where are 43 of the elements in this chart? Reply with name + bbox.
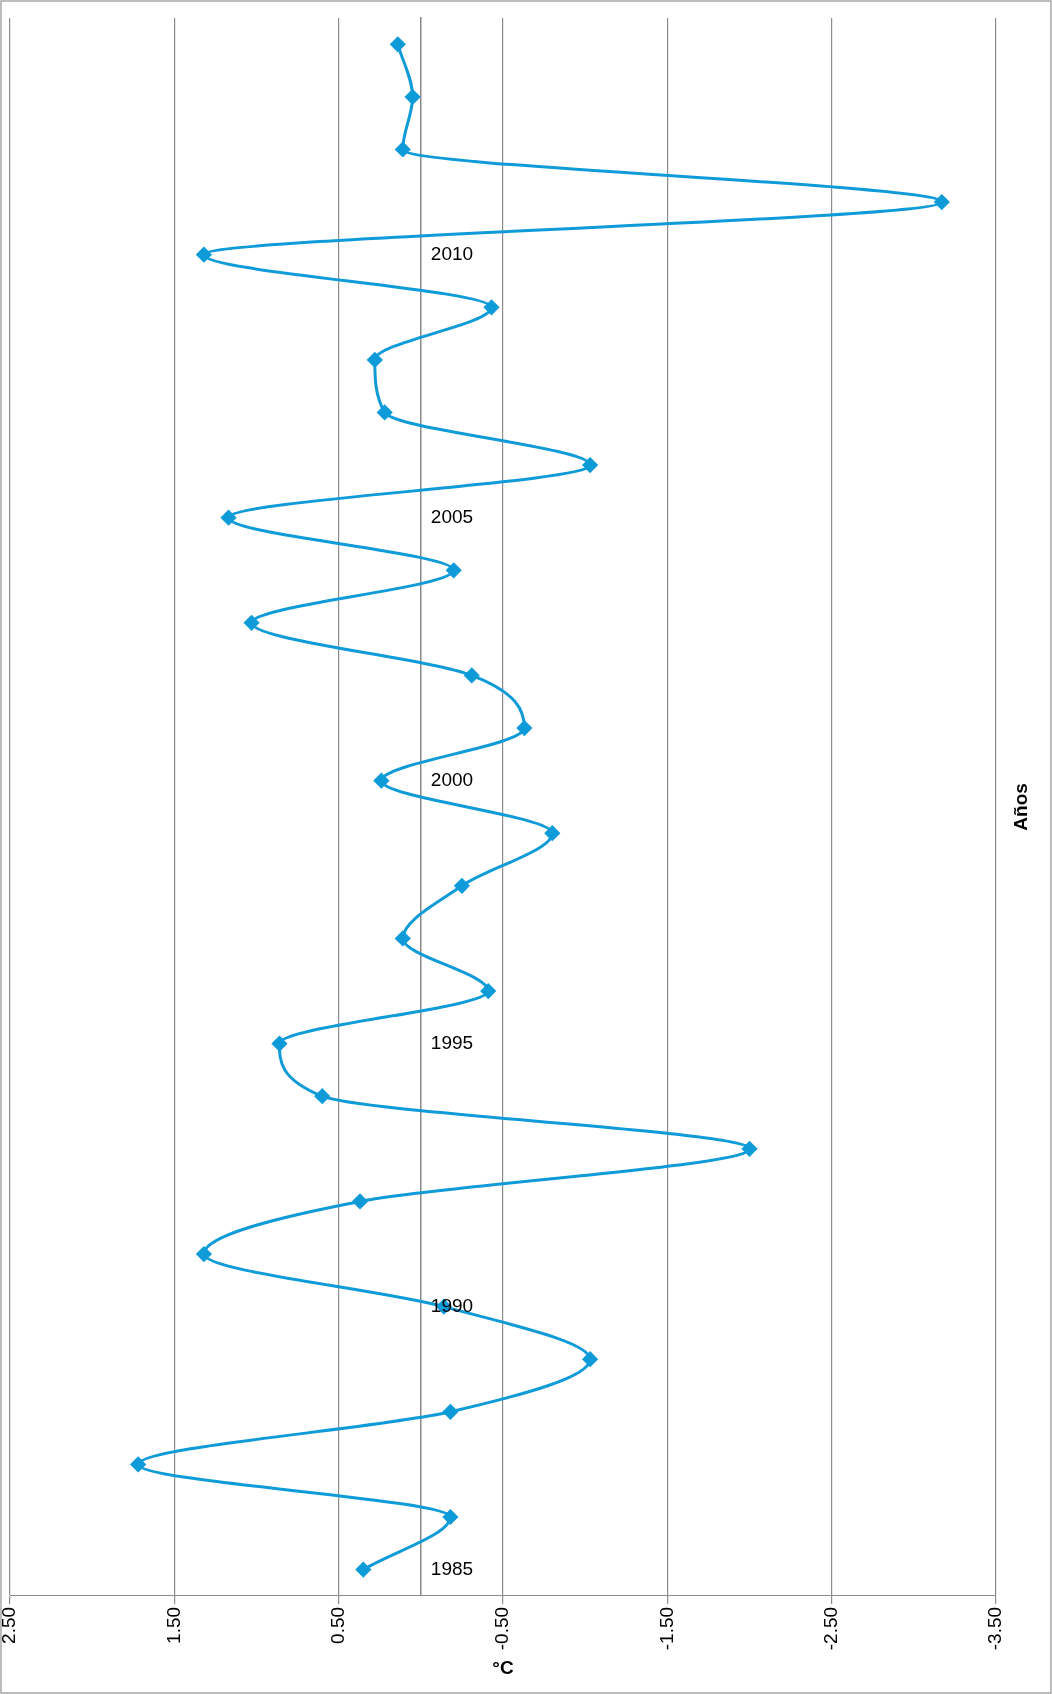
point	[582, 1351, 598, 1367]
point	[352, 1193, 368, 1209]
point	[395, 141, 411, 157]
x-tick-label: -1.50	[655, 1606, 677, 1651]
x-axis-title: °C	[492, 1656, 514, 1678]
point	[442, 1509, 458, 1525]
point	[582, 457, 598, 473]
point	[196, 1246, 212, 1262]
y-tick-label: 2000	[430, 768, 474, 790]
y-axis-title: Años	[1010, 783, 1032, 831]
point	[442, 1404, 458, 1420]
point	[367, 352, 383, 368]
x-tick-label: 1.50	[162, 1606, 184, 1644]
y-tick-label: 1995	[430, 1031, 474, 1053]
point	[244, 615, 260, 631]
x-tick-label: -0.50	[491, 1606, 513, 1651]
point	[405, 89, 421, 105]
point	[516, 720, 532, 736]
point	[480, 983, 496, 999]
point	[742, 1141, 757, 1157]
point	[934, 194, 950, 210]
point	[390, 36, 406, 52]
y-tick-label: 2005	[430, 505, 474, 527]
y-tick-label: 2010	[430, 242, 474, 264]
point	[454, 878, 470, 894]
y-tick-label: 1985	[430, 1557, 474, 1579]
x-tick-label: -2.50	[819, 1606, 841, 1651]
point	[314, 1088, 330, 1104]
point	[395, 930, 411, 946]
point	[130, 1456, 146, 1472]
point	[484, 299, 499, 315]
x-tick-label: -3.50	[984, 1606, 1006, 1651]
point	[464, 667, 480, 683]
point	[221, 510, 237, 526]
point	[196, 247, 212, 263]
point	[377, 404, 393, 420]
point	[544, 825, 560, 841]
point	[355, 1562, 371, 1578]
point	[446, 562, 462, 578]
point	[272, 1036, 288, 1052]
x-tick-label: 0.50	[326, 1606, 348, 1644]
x-tick-label: 2.50	[0, 1606, 20, 1644]
point	[373, 773, 389, 789]
